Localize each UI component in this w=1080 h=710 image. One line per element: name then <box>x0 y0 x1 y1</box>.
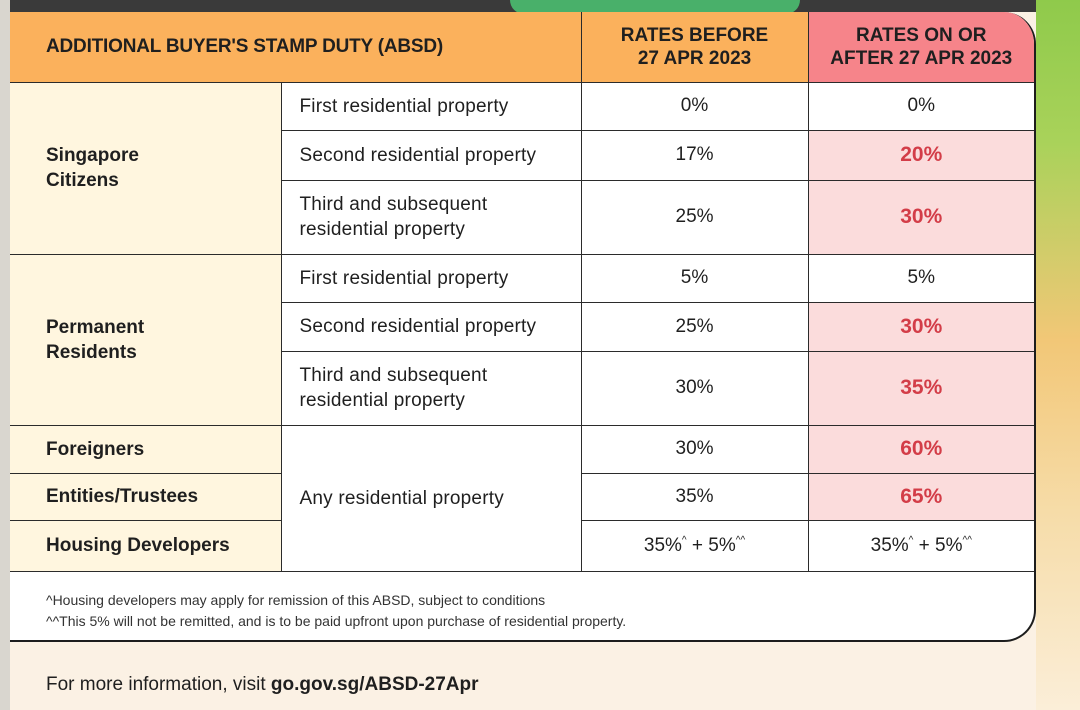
rate-after-highlight: 35% <box>807 350 1034 426</box>
group-foreigners: Foreigners <box>10 424 282 474</box>
rate-part: 35% <box>643 534 682 556</box>
group-entities-trustees: Entities/Trustees <box>10 472 282 521</box>
footnote-mark: ^^ <box>735 534 746 546</box>
group-housing-developers: Housing Developers <box>10 519 282 572</box>
footnote-1: ^Housing developers may apply for remiss… <box>46 591 546 608</box>
more-info-link[interactable]: go.gov.sg/ABSD-27Apr <box>270 674 479 695</box>
group-label-line1: Permanent <box>46 316 145 338</box>
header-row: ADDITIONAL BUYER'S STAMP DUTY (ABSD) RAT… <box>10 12 1034 83</box>
left-border <box>0 0 10 710</box>
property-type-line2: residential property <box>299 390 466 411</box>
top-decoration <box>510 0 800 14</box>
table-row: Foreigners Any residential property 30% … <box>10 424 1034 572</box>
table-row: Second residential property 17% 20% <box>10 129 1034 181</box>
footnote-mark: ^ <box>908 534 914 546</box>
rate-before: 5% <box>580 253 809 303</box>
right-gradient-stripe <box>1036 0 1080 710</box>
rate-before: 0% <box>580 81 809 131</box>
rate-after-highlight: 30% <box>807 179 1034 255</box>
rate-part: + 5% <box>686 534 736 556</box>
table-row: Second residential property 25% 30% <box>10 301 1034 352</box>
table-title: ADDITIONAL BUYER'S STAMP DUTY (ABSD) <box>10 12 582 83</box>
table-row: Housing Developers 35%^ + 5%^^ 35%^ + 5%… <box>10 519 1034 572</box>
rates-before-line2: 27 APR 2023 <box>637 47 752 69</box>
property-type: Second residential property <box>281 301 582 352</box>
rate-before: 25% <box>580 179 809 255</box>
rates-after-line1: RATES ON OR <box>855 24 987 46</box>
rate-after-highlight: 30% <box>807 301 1034 352</box>
property-type-line1: Third and subsequent <box>299 194 488 215</box>
rates-after-header: RATES ON OR AFTER 27 APR 2023 <box>807 12 1034 83</box>
rate-before: 17% <box>580 129 809 181</box>
rate-after: 35%^ + 5%^^ <box>807 519 1034 572</box>
property-type: First residential property <box>280 253 582 303</box>
footnotes: ^Housing developers may apply for remiss… <box>10 572 1034 632</box>
rate-part: 35% <box>870 534 909 556</box>
table-row: Entities/Trustees 35% 65% <box>10 472 1034 521</box>
rate-before: 35%^ + 5%^^ <box>580 519 809 572</box>
rate-after-highlight: 20% <box>807 129 1034 181</box>
rate-after-highlight: 65% <box>807 472 1034 521</box>
footnote-2: ^^This 5% will not be remitted, and is t… <box>46 612 627 629</box>
absd-card: ADDITIONAL BUYER'S STAMP DUTY (ABSD) RAT… <box>10 12 1036 642</box>
footnote-mark: ^ <box>681 534 687 546</box>
rates-after-line2: AFTER 27 APR 2023 <box>830 47 1013 69</box>
group-label-line1: Singapore <box>46 145 139 166</box>
more-info-text: For more information, visit <box>46 674 271 695</box>
property-type-line2: residential property <box>299 219 466 240</box>
rates-before-header: RATES BEFORE 27 APR 2023 <box>580 12 809 83</box>
rate-before: 30% <box>580 424 809 474</box>
group-label-line2: Citizens <box>46 170 119 191</box>
group-permanent-residents: Permanent Residents <box>10 253 282 426</box>
table-row: Third and subsequent residential propert… <box>10 350 1034 426</box>
rate-part: + 5% <box>913 534 963 556</box>
group-singapore-citizens: Singapore Citizens <box>10 81 282 255</box>
table-row: Permanent Residents First residential pr… <box>10 253 1034 426</box>
property-type: Second residential property <box>281 129 582 181</box>
rate-before: 35% <box>580 472 809 521</box>
table-row: Singapore Citizens First residential pro… <box>10 81 1034 255</box>
rate-after: 0% <box>807 81 1034 131</box>
property-type-any: Any residential property <box>280 424 582 572</box>
footnote-mark: ^^ <box>962 534 972 546</box>
property-type-line1: Third and subsequent <box>299 365 488 386</box>
rate-before: 25% <box>580 301 809 352</box>
more-info: For more information, visit go.gov.sg/AB… <box>46 674 479 696</box>
rate-before: 30% <box>580 350 809 426</box>
rates-before-line1: RATES BEFORE <box>620 24 769 46</box>
property-type: Third and subsequent residential propert… <box>281 350 582 426</box>
group-label-line2: Residents <box>46 341 137 363</box>
rate-after: 5% <box>807 253 1034 303</box>
rate-after-highlight: 60% <box>807 424 1034 474</box>
absd-table: ADDITIONAL BUYER'S STAMP DUTY (ABSD) RAT… <box>10 12 1034 572</box>
property-type: Third and subsequent residential propert… <box>281 179 582 255</box>
property-type: First residential property <box>280 81 582 131</box>
